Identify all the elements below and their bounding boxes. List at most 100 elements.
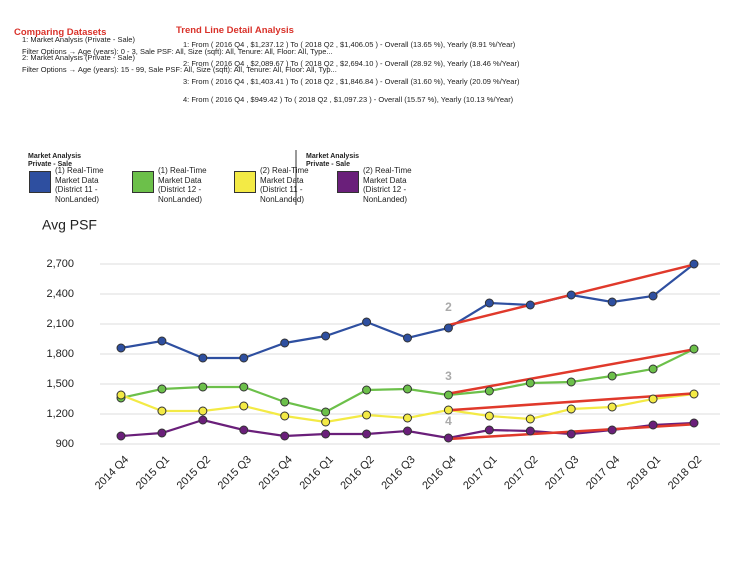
series-point [116,343,126,353]
series-point [280,411,290,421]
series-point [484,386,494,396]
x-tick-label: 2018 Q1 [625,454,663,492]
series-point [403,384,412,394]
y-tick-label: 900 [56,438,74,450]
trend-line: 4: From ( 2016 Q4 , $949.42 ) To ( 2018 … [183,95,514,104]
y-tick-label: 2,100 [46,318,74,330]
series-point [689,259,699,269]
series-point [321,429,331,439]
series-point [566,404,576,414]
series-point [157,336,167,346]
trend-line: 2: From ( 2016 Q4 , $2,089.67 ) To ( 201… [183,59,520,68]
x-tick-label: 2015 Q3 [216,454,254,492]
legend-swatch [132,171,154,193]
trend-line: 1: From ( 2016 Q4 , $1,237.12 ) To ( 201… [183,40,516,49]
series-point [443,323,453,333]
trend-title: Trend Line Detail Analysis [176,25,294,36]
trend-label: 4 [445,414,452,428]
series-point [239,382,249,392]
series-point [362,429,372,439]
series-point [157,406,167,416]
series-point [443,390,453,400]
series-point [362,385,372,395]
series-point [198,382,208,392]
legend-label: (1) Real-Time Market Data (District 11 -… [55,166,104,204]
series-point [607,297,617,307]
legend-label: (1) Real-Time Market Data (District 12 -… [158,166,207,204]
trend-label: 3 [445,369,452,383]
series-point [116,390,126,400]
series-point [525,378,535,388]
x-tick-label: 2016 Q3 [379,454,417,492]
x-tick-label: 2015 Q1 [134,454,172,492]
series-point [239,425,249,435]
series-point [321,417,331,427]
trend-line: 3: From ( 2016 Q4 , $1,403.41 ) To ( 201… [183,77,520,86]
y-tick-label: 1,800 [46,348,74,360]
legend-label: (2) Real-Time Market Data (District 11 -… [260,166,309,204]
series-point [403,413,412,423]
series-point [362,317,372,327]
series-point [362,410,372,420]
legend-swatch [29,171,51,193]
series-point [157,428,167,438]
legend-group: Market Analysis Private - Sale [306,153,360,168]
series-point [484,425,494,435]
x-tick-label: 2016 Q2 [338,454,376,492]
x-tick-label: 2016 Q4 [420,454,458,492]
series-point [321,331,331,341]
series-point [198,415,208,425]
series-point [198,353,208,363]
compare-line: Filter Options → Age (years): 15 - 99, S… [22,65,337,74]
legend-group: Market Analysis Private - Sale [28,153,82,168]
series-point [648,291,658,301]
series-point [689,389,699,399]
series-point [566,429,576,439]
y-tick-label: 1,200 [46,408,74,420]
series-point [280,338,290,348]
series-point [403,333,412,343]
series-point [443,405,453,415]
x-tick-label: 2014 Q4 [93,454,131,492]
series-point [525,300,535,310]
trend-line [448,348,695,395]
legend-label: (2) Real-Time Market Data (District 12 -… [363,166,412,204]
series-point [484,298,494,308]
legend-swatch [337,171,359,193]
compare-line: 1: Market Analysis (Private - Sale) [22,35,135,44]
series-point [648,420,658,430]
series-point [280,397,290,407]
series-point [116,431,126,441]
series-point [280,431,290,441]
compare-title: Comparing Datasets [14,27,107,38]
y-tick-label: 1,500 [46,378,74,390]
series-point [689,418,699,428]
series-point [239,401,249,411]
x-tick-label: 2015 Q4 [257,454,295,492]
y-tick-label: 2,400 [46,288,74,300]
x-tick-label: 2017 Q3 [543,454,581,492]
compare-line: Filter Options → Age (years): 0 - 3, Sal… [22,47,333,56]
series-line [120,263,695,360]
series-point [607,402,617,412]
series-point [403,426,412,436]
series-point [484,411,494,421]
series-point [443,433,453,443]
series-point [648,394,658,404]
series-point [566,290,576,300]
legend-swatch [234,171,256,193]
series-point [525,426,535,436]
series-point [321,407,331,417]
series-point [689,344,699,354]
series-point [157,384,167,394]
series-point [607,371,617,381]
series-point [648,364,658,374]
x-tick-label: 2016 Q1 [297,454,335,492]
trend-label: 2 [445,300,452,314]
series-point [239,353,249,363]
series-point [525,414,535,424]
series-point [607,425,617,435]
x-tick-label: 2017 Q2 [502,454,540,492]
